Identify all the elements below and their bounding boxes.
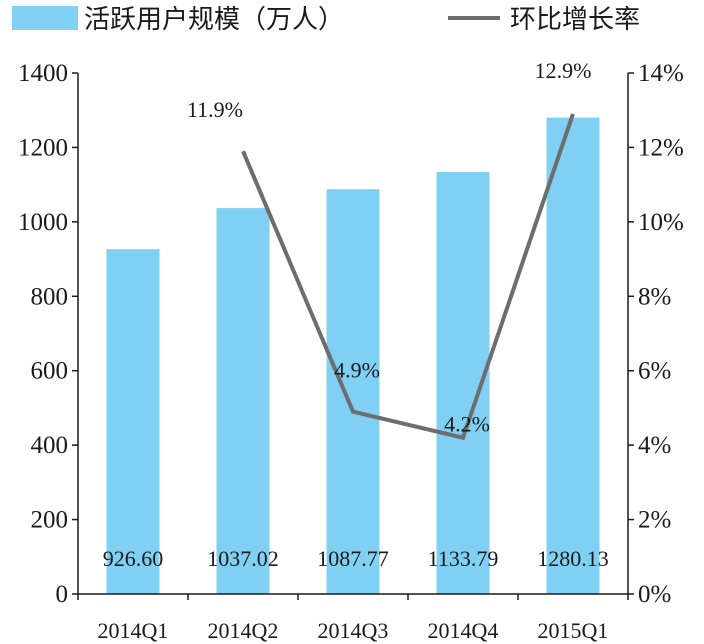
right-tick-label: 10% [638,209,684,236]
legend-label-bar: 活跃用户规模（万人） [84,5,344,35]
bar-value-label: 1087.77 [317,546,389,571]
bar-2014Q3 [326,189,380,595]
bar-value-label: 1133.79 [428,546,499,571]
bars-layer [106,117,600,595]
left-tick-label: 1000 [18,209,68,236]
left-tick-label: 800 [31,283,69,310]
right-tick-label: 4% [638,432,671,459]
x-tick-label: 2014Q1 [98,618,169,643]
right-tick-label: 12% [638,134,684,161]
axes-layer: 0 200 400 600 800 1000 1200 1400 0% 2% 4% 6% 8% 10% 12… [18,60,684,643]
bar-2015Q1 [546,117,600,594]
bar-value-label: 1280.13 [537,546,609,571]
left-tick-label: 400 [31,432,69,459]
left-tick-label: 1200 [18,134,68,161]
line-layer [241,113,575,441]
right-tick-label: 8% [638,283,671,310]
left-tick-label: 600 [31,358,69,385]
left-tick-label: 200 [31,507,69,534]
growth-rate-line [241,113,575,441]
x-tick-label: 2014Q3 [318,618,389,643]
legend-label-line: 环比增长率 [510,5,640,35]
left-tick-label: 1400 [18,60,68,87]
bar-value-label: 926.60 [103,546,164,571]
line-value-label: 4.9% [334,358,380,383]
bar-2014Q1 [106,249,160,594]
line-value-label: 12.9% [535,58,592,83]
line-value-label: 11.9% [187,97,243,122]
bar-value-label: 1037.02 [207,546,279,571]
legend: 活跃用户规模（万人） 环比增长率 [12,5,640,35]
line-value-label: 4.2% [444,412,490,437]
left-tick-label: 0 [56,581,69,608]
right-tick-label: 14% [638,60,684,87]
right-tick-label: 6% [638,358,671,385]
right-tick-label: 2% [638,507,671,534]
bar-2014Q2 [216,208,270,594]
x-tick-label: 2015Q1 [538,618,609,643]
x-tick-label: 2014Q2 [208,618,279,643]
x-tick-label: 2014Q4 [428,618,499,643]
right-tick-label: 0% [638,581,671,608]
legend-swatch-bar [12,6,78,30]
labels-layer: 926.60 1037.02 1087.77 1133.79 1280.13 11.9% 4… [103,58,609,571]
